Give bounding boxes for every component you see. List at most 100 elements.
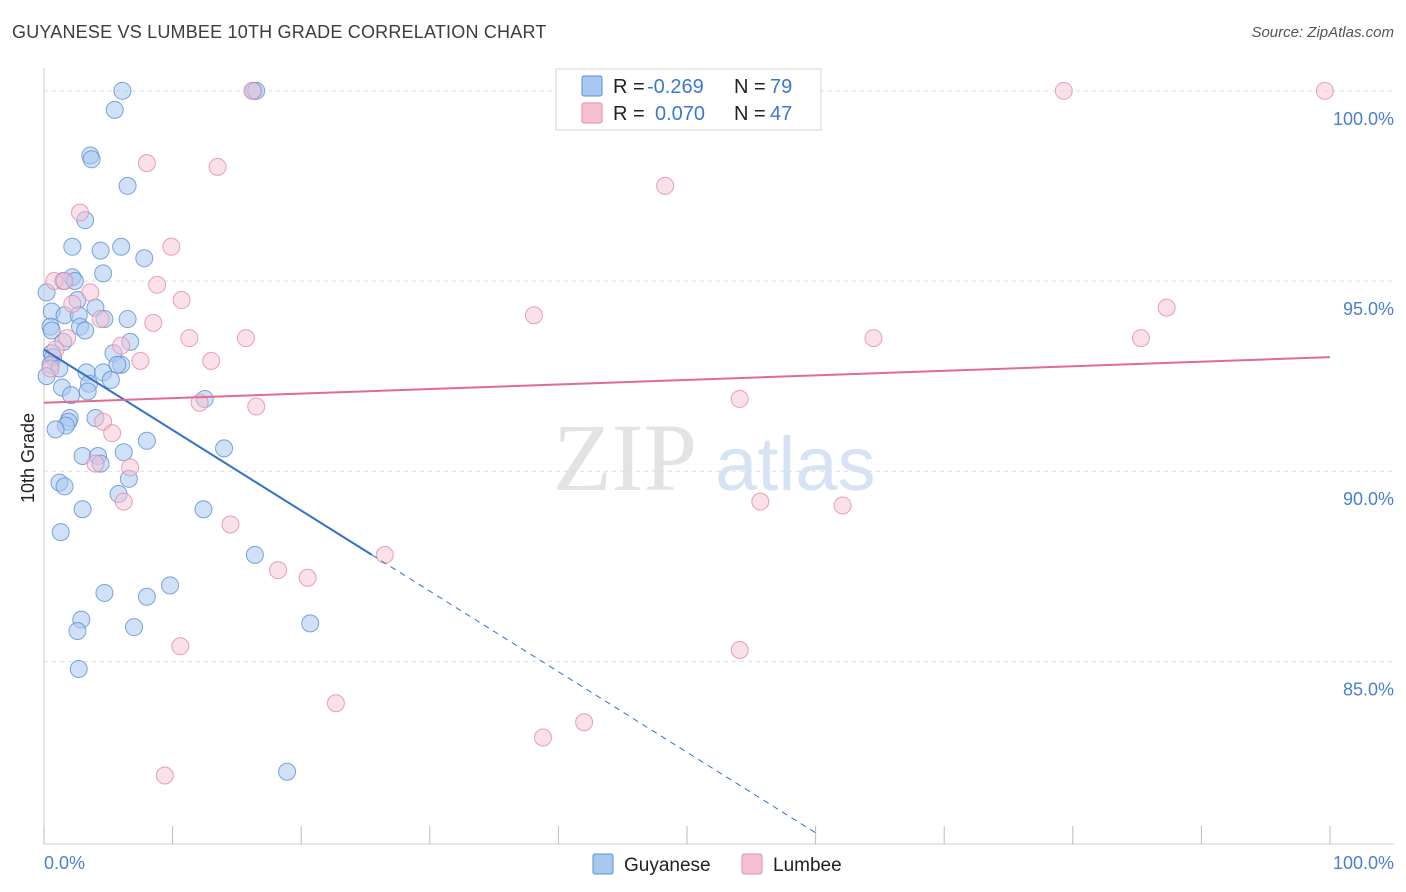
lumbee-point <box>243 81 262 100</box>
guyanese-point <box>101 370 120 389</box>
legend-swatch-guyanese <box>581 75 603 97</box>
lumbee-point <box>208 157 227 176</box>
guyanese-point <box>135 249 154 268</box>
guyanese-point <box>194 500 213 519</box>
guyanese-trend-extension <box>371 554 816 834</box>
lumbee-point <box>155 766 174 785</box>
legend-n-label-guyanese: N = <box>734 76 766 98</box>
guyanese-point <box>73 500 92 519</box>
guyanese-trend-line <box>43 348 373 556</box>
lumbee-point <box>46 340 65 359</box>
x-tick-labels: 0.0% 100.0% <box>44 853 1394 873</box>
lumbee-point <box>269 561 288 580</box>
legend: R = -0.269 N = 79 R = 0.070 N = 47 <box>555 68 822 131</box>
lumbee-point <box>63 294 82 313</box>
legend-n-label-lumbee: N = <box>734 103 766 125</box>
guyanese-point <box>108 355 127 374</box>
lumbee-point <box>81 283 100 302</box>
lumbee-series <box>41 81 1334 785</box>
guyanese-point <box>105 100 124 119</box>
lumbee-point <box>202 351 221 370</box>
lumbee-point <box>298 568 317 587</box>
lumbee-point <box>162 237 181 256</box>
bottom-legend: Guyanese Lumbee <box>592 853 842 876</box>
guyanese-point <box>114 443 133 462</box>
bottom-legend-swatch-lumbee <box>741 853 763 875</box>
lumbee-point <box>247 397 266 416</box>
lumbee-point <box>41 359 60 378</box>
guyanese-point <box>113 81 132 100</box>
lumbee-point <box>375 545 394 564</box>
y-axis-title: 10th Grade <box>18 413 38 503</box>
lumbee-point <box>221 515 240 534</box>
bottom-legend-label-guyanese: Guyanese <box>624 855 711 876</box>
legend-n-value-lumbee: 47 <box>770 103 792 125</box>
lumbee-point <box>1054 81 1073 100</box>
lumbee-point <box>103 424 122 443</box>
trend-lines <box>43 348 1331 834</box>
guyanese-point <box>137 587 156 606</box>
lumbee-point <box>833 496 852 515</box>
guyanese-point <box>112 237 131 256</box>
legend-r-value-lumbee: 0.070 <box>655 103 705 125</box>
lumbee-point <box>131 351 150 370</box>
lumbee-point <box>55 272 74 291</box>
chart-title: GUYANESE VS LUMBEE 10TH GRADE CORRELATIO… <box>12 22 547 42</box>
guyanese-point <box>278 762 297 781</box>
lumbee-point <box>1131 329 1150 348</box>
bottom-legend-swatch-guyanese <box>592 853 614 875</box>
guyanese-point <box>245 545 264 564</box>
axes <box>43 68 1394 845</box>
lumbee-point <box>533 728 552 747</box>
legend-swatch-lumbee <box>581 102 603 124</box>
watermark-zip: ZIP <box>553 404 697 511</box>
guyanese-point <box>215 439 234 458</box>
y-tick-labels: 85.0% 90.0% 95.0% 100.0% <box>1333 109 1394 700</box>
guyanese-point <box>125 618 144 637</box>
guyanese-point <box>91 241 110 260</box>
guyanese-point <box>78 382 97 401</box>
source-label: Source: ZipAtlas.com <box>1251 24 1394 41</box>
y-tick-label: 90.0% <box>1343 489 1394 509</box>
lumbee-point <box>575 713 594 732</box>
lumbee-point <box>91 310 110 329</box>
lumbee-point <box>730 389 749 408</box>
y-tick-label: 85.0% <box>1343 679 1394 699</box>
lumbee-point <box>751 492 770 511</box>
legend-r-value-guyanese: -0.269 <box>647 76 704 98</box>
lumbee-point <box>864 329 883 348</box>
lumbee-trend-line <box>43 356 1331 404</box>
lumbee-point <box>112 336 131 355</box>
guyanese-point <box>55 477 74 496</box>
guyanese-point <box>62 386 81 405</box>
y-tick-label: 100.0% <box>1333 109 1394 129</box>
legend-n-value-guyanese: 79 <box>770 76 792 98</box>
guyanese-point <box>95 583 114 602</box>
lumbee-point <box>190 393 209 412</box>
lumbee-point <box>180 329 199 348</box>
lumbee-point <box>171 637 190 656</box>
lumbee-point <box>172 291 191 310</box>
bottom-legend-label-lumbee: Lumbee <box>773 855 842 876</box>
lumbee-point <box>71 203 90 222</box>
lumbee-point <box>144 313 163 332</box>
lumbee-point <box>236 329 255 348</box>
guyanese-point <box>118 310 137 329</box>
lumbee-point <box>1157 298 1176 317</box>
lumbee-point <box>1315 81 1334 100</box>
y-tick-label: 95.0% <box>1343 299 1394 319</box>
legend-r-label-lumbee: R = <box>613 103 645 125</box>
lumbee-point <box>524 306 543 325</box>
x-tick-label: 100.0% <box>1333 853 1394 873</box>
x-tick-label: 0.0% <box>44 853 85 873</box>
watermark-atlas: atlas <box>715 422 876 507</box>
lumbee-point <box>114 492 133 511</box>
grid-lines <box>44 90 1394 662</box>
guyanese-point <box>51 523 70 542</box>
guyanese-point <box>94 264 113 283</box>
watermark: ZIP atlas <box>553 404 876 511</box>
guyanese-point <box>118 176 137 195</box>
guyanese-point <box>82 150 101 169</box>
lumbee-point <box>730 641 749 659</box>
